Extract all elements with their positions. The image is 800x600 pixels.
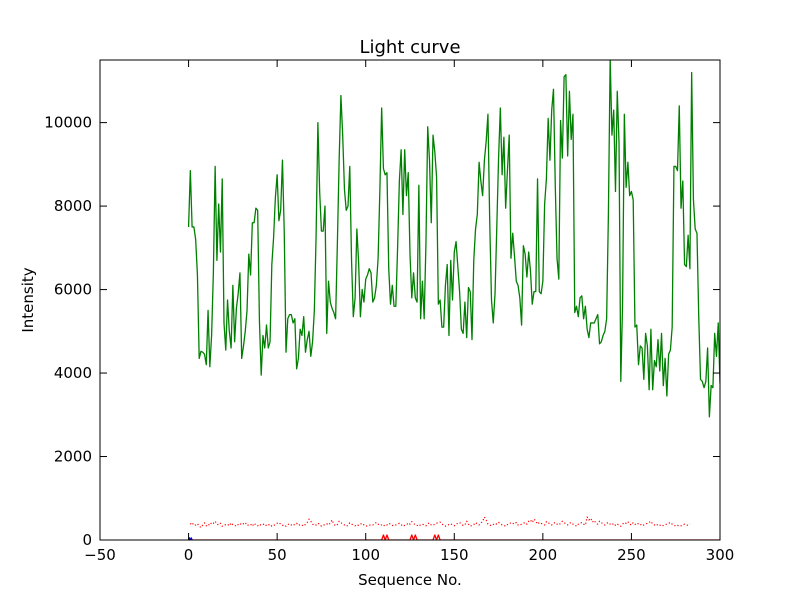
x-tick-label: 150 <box>440 546 469 564</box>
y-tick-label: 6000 <box>54 281 92 299</box>
series-line-1 <box>189 516 691 529</box>
y-axis-label: Intensity <box>19 267 37 332</box>
axis-ticks: −50 0 50 100 150 200 250 3000200040006000800010… <box>44 60 734 564</box>
axes-frame <box>99 59 721 541</box>
x-tick-label: −50 <box>84 546 116 564</box>
x-tick-label: 50 <box>268 546 287 564</box>
y-tick-label: 10000 <box>44 114 92 132</box>
x-tick-label: 300 <box>706 546 735 564</box>
x-tick-label: 250 <box>617 546 646 564</box>
series-line-0 <box>187 60 720 418</box>
series-line-3 <box>187 537 193 540</box>
x-axis-label: Sequence No. <box>358 571 462 589</box>
y-tick-label: 2000 <box>54 448 92 466</box>
x-tick-label: 100 <box>351 546 380 564</box>
y-tick-label: 8000 <box>54 197 92 215</box>
chart-title: Light curve <box>359 37 460 58</box>
x-tick-label: 200 <box>529 546 558 564</box>
y-tick-label: 4000 <box>54 364 92 382</box>
y-tick-label: 0 <box>82 531 92 549</box>
x-tick-label: 0 <box>184 546 194 564</box>
plot-area <box>187 60 720 540</box>
